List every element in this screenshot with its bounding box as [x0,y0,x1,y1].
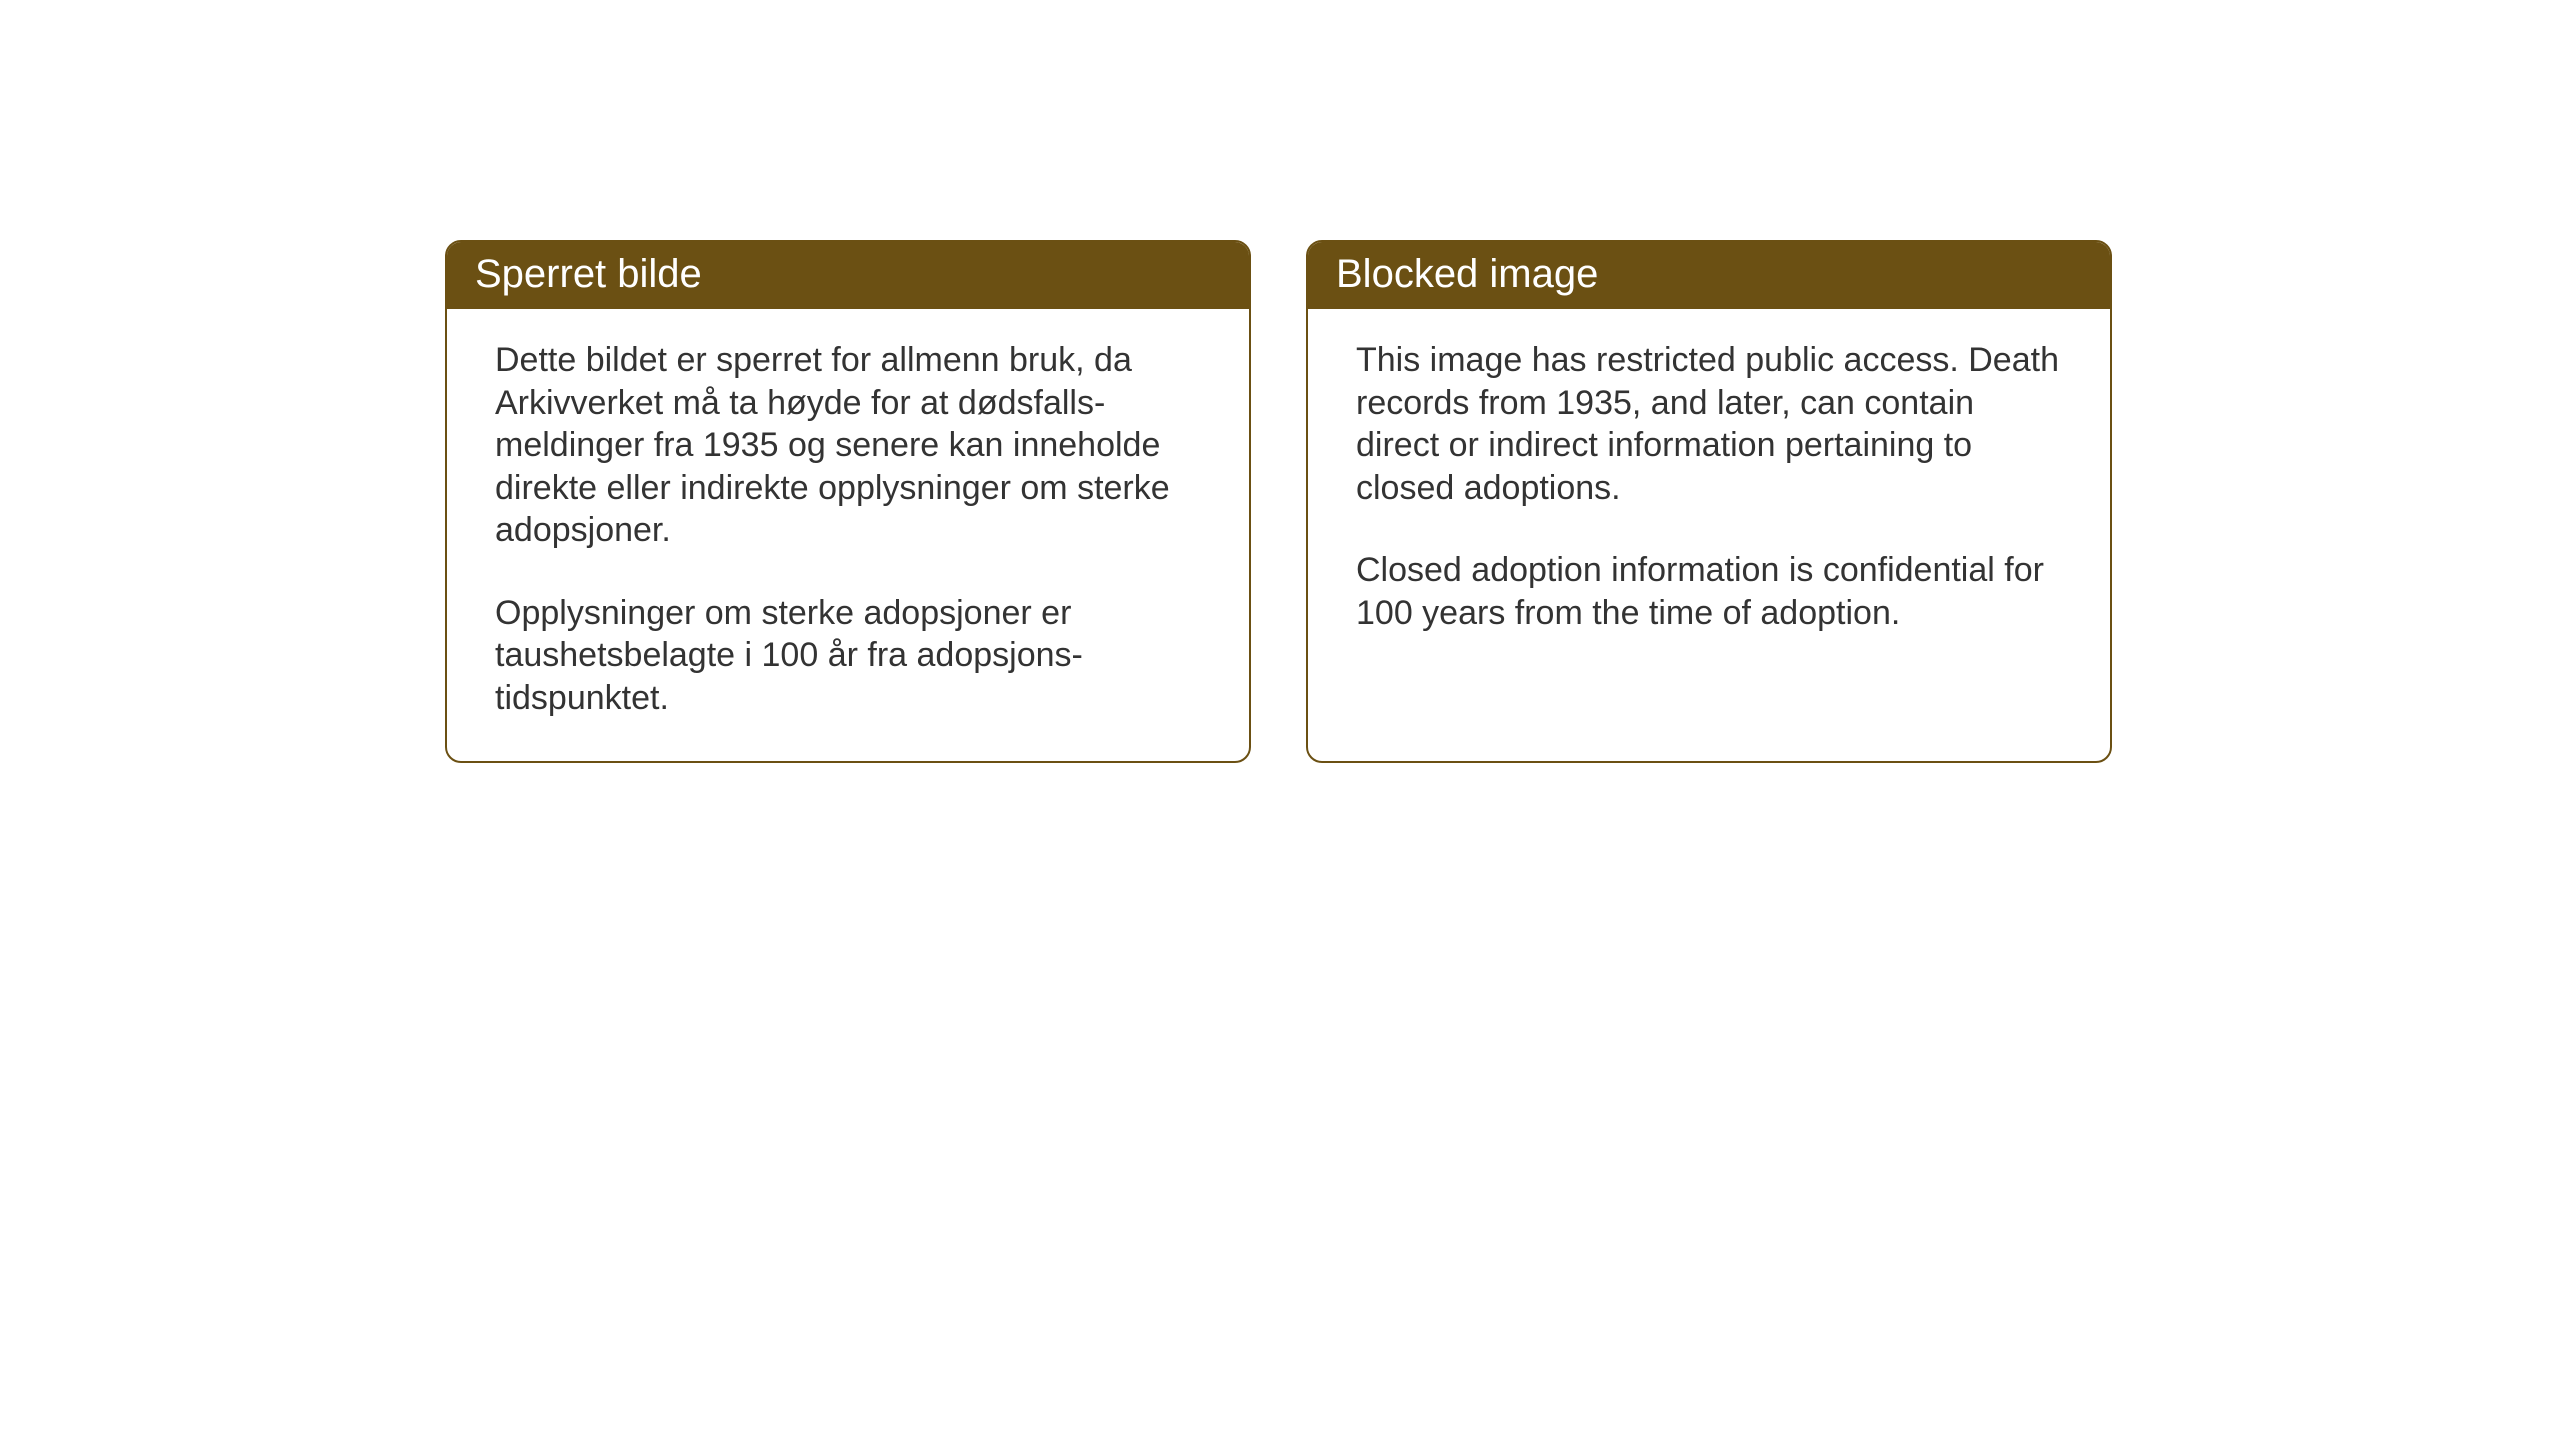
english-notice-card: Blocked image This image has restricted … [1306,240,2112,763]
notice-container: Sperret bilde Dette bildet er sperret fo… [445,240,2112,763]
english-paragraph-2: Closed adoption information is confident… [1356,549,2062,634]
norwegian-notice-card: Sperret bilde Dette bildet er sperret fo… [445,240,1251,763]
english-notice-body: This image has restricted public access.… [1308,309,2110,676]
norwegian-notice-title: Sperret bilde [447,242,1249,309]
english-paragraph-1: This image has restricted public access.… [1356,339,2062,509]
norwegian-notice-body: Dette bildet er sperret for allmenn bruk… [447,309,1249,761]
norwegian-paragraph-2: Opplysninger om sterke adopsjoner er tau… [495,592,1201,720]
english-notice-title: Blocked image [1308,242,2110,309]
norwegian-paragraph-1: Dette bildet er sperret for allmenn bruk… [495,339,1201,552]
